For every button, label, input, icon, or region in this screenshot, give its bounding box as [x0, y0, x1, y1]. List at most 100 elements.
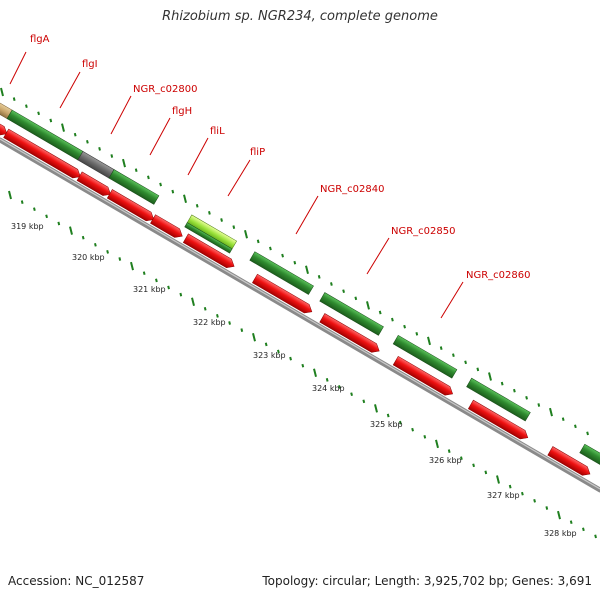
minor-tick — [476, 367, 480, 372]
major-tick — [0, 87, 4, 97]
reverse-gene — [150, 214, 183, 238]
minor-tick — [49, 118, 53, 123]
minor-tick — [12, 97, 16, 101]
scale-label: 320 kbp — [72, 253, 105, 262]
minor-tick — [423, 434, 427, 439]
forward-strand-genes — [0, 92, 600, 469]
major-tick — [8, 190, 12, 200]
gene-label: flgH — [172, 106, 192, 117]
minor-tick — [378, 310, 382, 315]
minor-tick — [171, 189, 175, 194]
minor-tick — [403, 324, 406, 329]
minor-tick — [179, 292, 183, 297]
minor-tick — [147, 175, 150, 180]
minor-tick — [98, 147, 101, 151]
minor-tick — [386, 413, 390, 418]
minor-tick — [569, 520, 573, 525]
leader-line — [9, 51, 27, 85]
scale-label: 326 kbp — [429, 456, 462, 465]
leader-line — [110, 95, 132, 135]
minor-tick — [362, 399, 366, 404]
minor-tick — [350, 392, 353, 397]
gene-label: NGR_c02840 — [320, 184, 385, 195]
leader-line — [366, 237, 390, 275]
gene-label: NGR_c02860 — [466, 270, 531, 281]
scale-label: 325 kbp — [370, 420, 403, 429]
genome-summary-text: Topology: circular; Length: 3,925,702 bp… — [262, 574, 592, 588]
minor-tick — [472, 463, 475, 468]
leader-line — [149, 117, 171, 156]
minor-tick — [415, 331, 419, 336]
gene-label: fliL — [210, 126, 225, 137]
forward-gene — [392, 334, 458, 379]
major-tick — [435, 439, 439, 449]
minor-tick — [167, 285, 170, 290]
major-tick — [557, 510, 561, 520]
major-tick — [130, 261, 134, 271]
minor-tick — [317, 275, 321, 279]
minor-tick — [25, 104, 28, 109]
minor-tick — [240, 328, 244, 332]
reverse-gene — [106, 189, 155, 222]
minor-tick — [338, 385, 341, 389]
minor-tick — [411, 427, 414, 432]
minor-tick — [86, 139, 89, 144]
minor-tick — [460, 456, 463, 461]
leader-line — [440, 281, 464, 319]
minor-tick — [545, 506, 549, 510]
minor-tick — [484, 470, 488, 475]
forward-gene — [184, 222, 233, 254]
minor-tick — [452, 353, 455, 358]
minor-tick — [354, 296, 358, 301]
forward-gene — [108, 169, 160, 205]
minor-tick — [500, 381, 504, 386]
minor-tick — [195, 203, 199, 208]
minor-tick — [106, 250, 109, 254]
minor-tick — [508, 484, 512, 489]
minor-tick — [208, 211, 211, 215]
minor-tick — [45, 214, 48, 219]
minor-tick — [232, 225, 236, 229]
major-tick — [61, 123, 65, 132]
scale-label: 321 kbp — [133, 285, 166, 294]
genome-backbone-highlight — [0, 138, 600, 490]
minor-tick — [525, 395, 528, 400]
reverse-gene — [392, 355, 454, 396]
minor-tick — [264, 342, 268, 347]
map-title: Rhizobium sp. NGR234, complete genome — [162, 9, 438, 24]
minor-tick — [521, 491, 524, 496]
minor-tick — [159, 182, 162, 187]
major-tick — [374, 404, 378, 413]
gene-label: fliP — [250, 147, 265, 158]
minor-tick — [269, 246, 272, 251]
minor-tick — [537, 403, 541, 407]
forward-gene — [249, 251, 314, 295]
major-tick — [549, 407, 553, 417]
minor-tick — [439, 346, 443, 350]
minor-tick — [256, 239, 260, 244]
minor-tick — [533, 498, 536, 503]
scale-label: 322 kbp — [193, 318, 226, 327]
genome-backbone — [0, 137, 600, 493]
minor-tick — [342, 289, 345, 294]
major-tick — [305, 265, 309, 275]
minor-tick — [37, 111, 40, 116]
scale-label: 319 kbp — [11, 222, 44, 231]
scale-label: 328 kbp — [544, 529, 577, 538]
minor-tick — [513, 388, 516, 393]
minor-tick — [142, 271, 146, 276]
scale-label: 327 kbp — [487, 491, 520, 500]
minor-tick — [330, 282, 333, 286]
major-tick — [122, 158, 126, 168]
minor-tick — [216, 314, 219, 318]
major-tick — [69, 226, 73, 235]
gene-label: flgA — [30, 34, 50, 45]
minor-tick — [561, 417, 565, 422]
minor-tick — [574, 424, 577, 429]
major-tick — [183, 194, 187, 203]
minor-tick — [20, 200, 24, 204]
minor-tick — [33, 207, 36, 212]
leader-line — [227, 159, 251, 197]
reverse-gene — [3, 128, 81, 179]
